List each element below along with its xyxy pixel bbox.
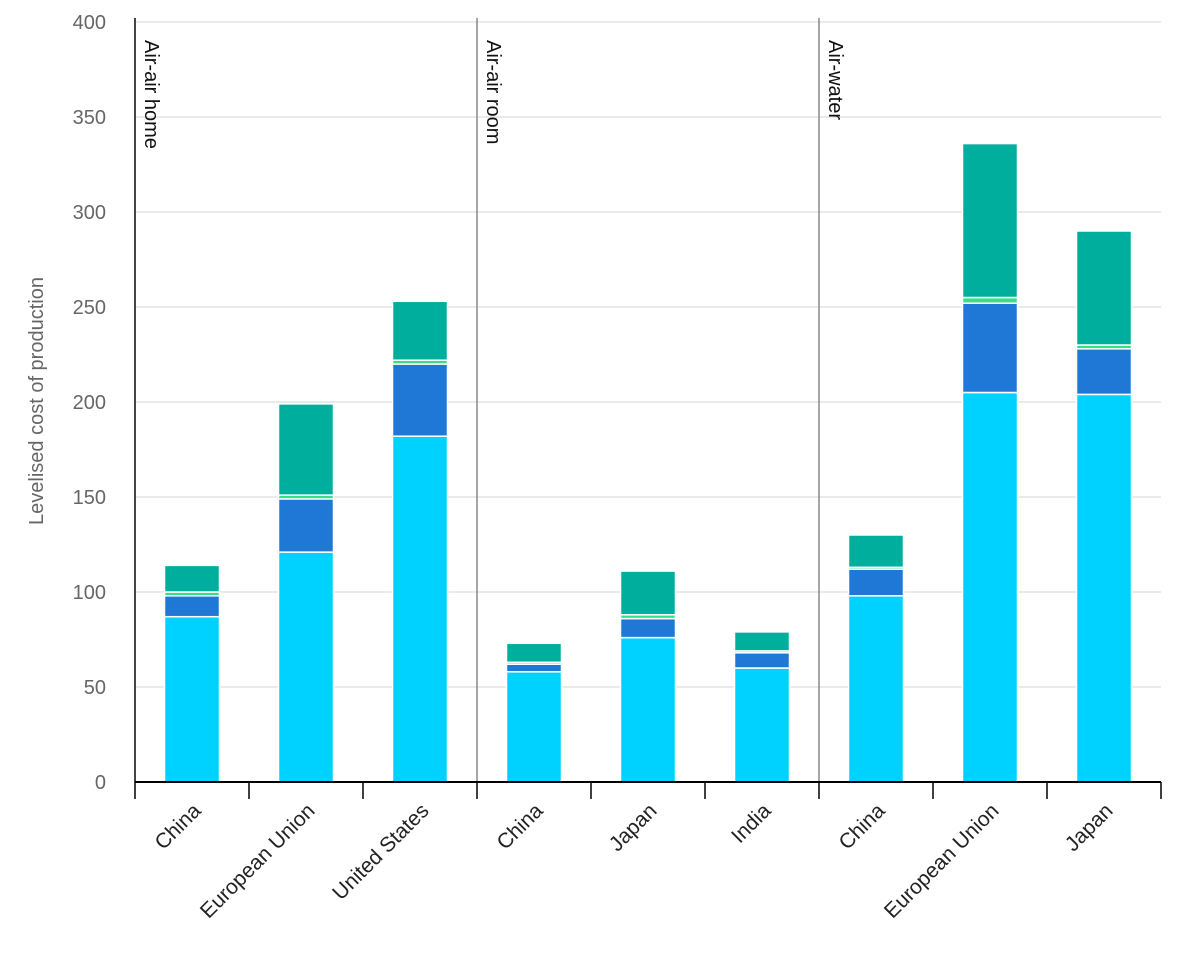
y-axis-label: Levelised cost of production <box>26 277 48 525</box>
group-label: Air-air home <box>140 40 162 149</box>
bar-segment <box>961 296 1019 304</box>
y-tick-label: 0 <box>95 772 106 794</box>
bar-segment <box>733 652 791 669</box>
y-tick-label: 200 <box>73 392 106 414</box>
category-label: China <box>492 799 547 854</box>
bar-segment <box>1075 230 1133 346</box>
bar-segment <box>391 435 449 783</box>
y-axis-tick-labels: 0 50 100 150 200 250 300 350 400 <box>73 12 106 794</box>
bar-segment <box>505 642 563 664</box>
group-label: Air-water <box>824 40 846 120</box>
y-tick-label: 100 <box>73 582 106 604</box>
bar-segment <box>277 551 335 783</box>
bar-segment <box>961 142 1019 299</box>
y-tick-label: 250 <box>73 297 106 319</box>
bar-segment <box>619 570 677 616</box>
bar-segment <box>961 391 1019 783</box>
bar-segment <box>1075 348 1133 396</box>
category-label: China <box>834 799 889 854</box>
bar-segment <box>619 617 677 639</box>
y-tick-label: 350 <box>73 107 106 129</box>
bar-segment <box>733 667 791 783</box>
bar-segment <box>391 363 449 437</box>
category-label: India <box>727 799 776 848</box>
bar-segment <box>163 564 221 593</box>
bar-segment <box>391 300 449 361</box>
group-label: Air-air room <box>482 40 504 144</box>
bar-segment <box>163 595 221 618</box>
category-label: European Union <box>880 799 1004 923</box>
category-label: Japan <box>605 799 662 856</box>
y-tick-label: 300 <box>73 202 106 224</box>
bar-segment <box>1075 393 1133 783</box>
bar-segment <box>847 534 905 569</box>
bars <box>163 142 1133 783</box>
bar-segment <box>619 636 677 783</box>
bar-segment <box>277 498 335 553</box>
bar-segment <box>847 595 905 783</box>
category-label: European Union <box>196 799 320 923</box>
y-tick-label: 150 <box>73 487 106 509</box>
bar-segment <box>961 302 1019 394</box>
x-axis-ticks <box>134 782 1162 799</box>
bar-segment <box>163 615 221 783</box>
bar-segment <box>277 403 335 496</box>
group-labels: Air-air home Air-air room Air-water <box>140 40 846 149</box>
category-label: Japan <box>1061 799 1118 856</box>
y-tick-label: 400 <box>73 12 106 34</box>
category-label: China <box>150 799 205 854</box>
group-separators <box>134 18 820 782</box>
bar-segment <box>847 568 905 597</box>
bar-segment <box>733 631 791 652</box>
bar-segment <box>505 671 563 783</box>
category-label: United States <box>328 799 433 904</box>
bar-segment <box>505 663 563 673</box>
y-tick-label: 50 <box>84 677 106 699</box>
